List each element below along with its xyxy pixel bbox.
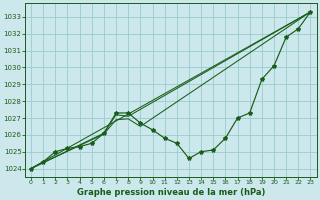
X-axis label: Graphe pression niveau de la mer (hPa): Graphe pression niveau de la mer (hPa) — [76, 188, 265, 197]
